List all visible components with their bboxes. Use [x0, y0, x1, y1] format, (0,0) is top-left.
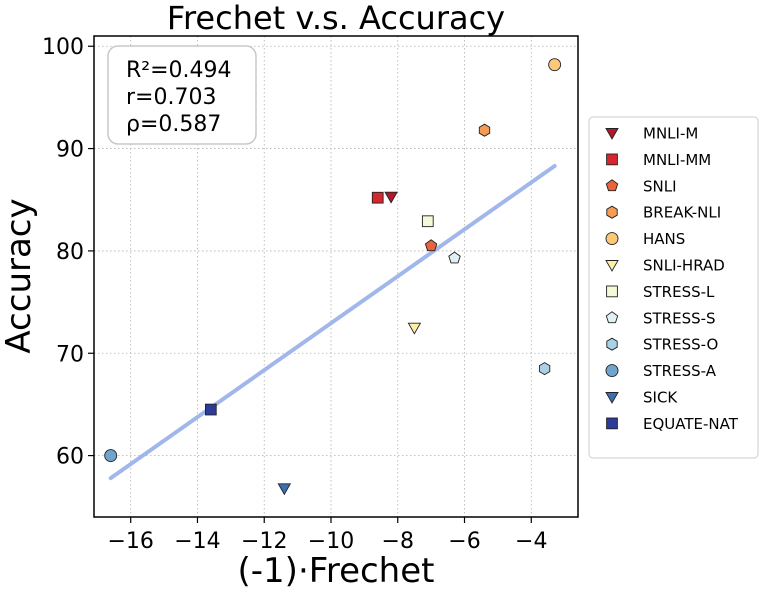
stats-box-frame [107, 45, 257, 145]
stat-r-squared: R²=0.494 [126, 58, 232, 83]
data-point-stress-l [421, 215, 434, 228]
legend-frame [588, 116, 759, 459]
legend-marker-stress-l [606, 285, 618, 298]
legend-label: BREAK-NLI [643, 204, 721, 222]
legend-marker-break-nli [606, 205, 618, 219]
data-point-mnli-m [384, 191, 398, 204]
y-tick-label: 100 [42, 35, 84, 60]
data-point-equate-nat [204, 403, 217, 416]
data-point-hans [548, 58, 562, 72]
legend-marker-snli [605, 179, 619, 192]
legend-marker-stress-s [605, 311, 619, 324]
y-tick-label: 70 [56, 342, 84, 367]
legend-label: EQUATE-NAT [643, 415, 739, 433]
x-tick-label: −4 [515, 529, 547, 554]
data-point-snli-hrad [407, 322, 422, 335]
x-tick-label: −12 [241, 529, 287, 554]
data-point-snli [424, 239, 438, 252]
legend: MNLI-M MNLI-MM SNLI BREAK-NLI HANS SNLI-HRAD S… [588, 116, 759, 459]
data-point-stress-o [538, 362, 551, 376]
legend-label: MNLI-M [643, 125, 698, 143]
data-point-sick [277, 483, 292, 496]
legend-label: STRESS-S [643, 309, 716, 327]
x-tick-label: −8 [382, 529, 414, 554]
x-tick-label: −10 [308, 529, 354, 554]
data-point-mnli-mm [371, 191, 384, 204]
legend-label: SNLI [643, 177, 677, 195]
legend-marker-equate-nat [606, 417, 618, 430]
y-tick-label: 90 [56, 138, 84, 163]
legend-label: SNLI-HRAD [643, 257, 725, 275]
data-point-stress-a [104, 449, 118, 463]
plot-frame [93, 35, 579, 518]
legend-marker-mnli-m [605, 128, 619, 140]
legend-label: MNLI-MM [643, 151, 711, 169]
legend-label: STRESS-O [643, 336, 718, 354]
x-tick-label: −16 [107, 529, 153, 554]
x-tick-label: −6 [448, 529, 480, 554]
legend-marker-mnli-mm [606, 153, 618, 166]
legend-marker-stress-a [605, 364, 619, 378]
legend-label: STRESS-A [643, 362, 717, 380]
legend-marker-stress-o [606, 337, 618, 351]
legend-marker-hans [605, 232, 619, 246]
points-layer [104, 58, 562, 496]
x-tick-label: −14 [174, 529, 220, 554]
legend-label: STRESS-L [643, 283, 715, 301]
legend-label: HANS [643, 230, 685, 248]
legend-label: SICK [643, 389, 678, 407]
chart-title: Frechet v.s. Accuracy [167, 0, 505, 37]
y-tick-label: 80 [56, 240, 84, 265]
data-point-break-nli [478, 123, 491, 137]
legend-marker-sick [605, 392, 619, 404]
axis-ticks: −16 −14 −12 −10 −8 −6 −4 60 70 80 90 100 [42, 35, 547, 554]
stat-spearman-rho: ρ=0.587 [126, 112, 221, 137]
fit-line-layer [108, 163, 557, 481]
x-axis-label: (-1)·Frechet [238, 551, 435, 590]
y-tick-label: 60 [56, 445, 84, 470]
stats-box: R²=0.494 r=0.703 ρ=0.587 [107, 45, 257, 145]
stat-pearson-r: r=0.703 [126, 85, 216, 110]
data-point-stress-s [448, 251, 461, 264]
legend-entries: MNLI-M MNLI-MM SNLI BREAK-NLI HANS SNLI-HRAD S… [605, 125, 739, 433]
y-axis-label: Accuracy [0, 198, 39, 353]
legend-marker-snli-hrad [605, 260, 619, 272]
regression-line [108, 163, 557, 481]
